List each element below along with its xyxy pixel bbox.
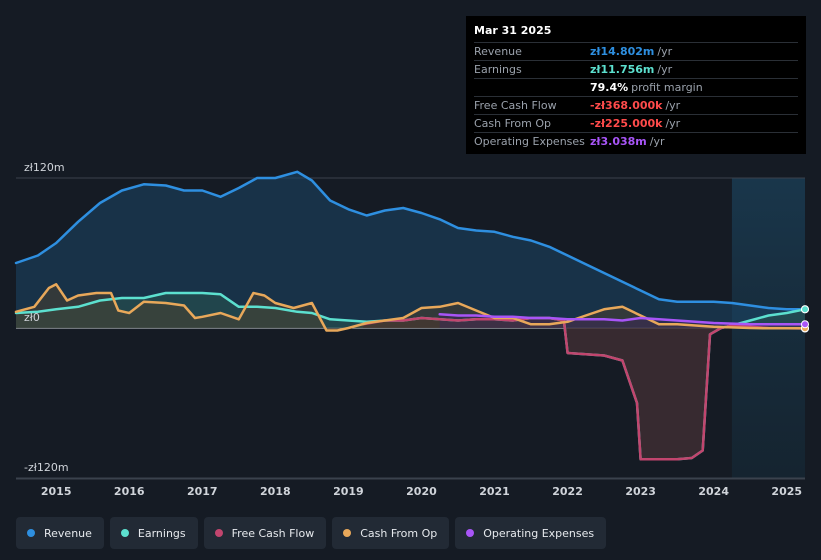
tooltip-date: Mar 31 2025 [474, 24, 798, 43]
x-tick-label: 2018 [260, 485, 291, 498]
y-tick-label: zł120m [24, 161, 65, 174]
tooltip-row-unit: /yr [665, 99, 681, 112]
tooltip-row: Cash From Op -zł225.000k/yr [474, 115, 798, 133]
x-tick-label: 2016 [114, 485, 145, 498]
tooltip-row-unit: /yr [657, 63, 673, 76]
x-tick-label: 2019 [333, 485, 364, 498]
legend-dot-icon [214, 529, 223, 537]
legend-label: Operating Expenses [483, 526, 595, 540]
tooltip-row-value: zł3.038m [590, 135, 647, 148]
series-line-cash-from-op [14, 283, 807, 332]
tooltip-panel: Mar 31 2025 Revenue zł14.802m/yr Earnings z… [466, 16, 806, 154]
x-tick-label: 2022 [552, 485, 583, 498]
tooltip-row-value: zł11.756m [590, 63, 655, 76]
x-tick-label: 2015 [41, 485, 72, 498]
legend-label: Cash From Op [360, 526, 438, 540]
chart-canvas: zł120m zł0 -zł120m 2015 2016 2017 2018 2019 202… [14, 161, 809, 498]
legend-item-revenue[interactable]: Revenue [16, 517, 104, 549]
tooltip-row-unit: /yr [657, 45, 673, 58]
x-tick-label: 2017 [187, 485, 218, 498]
tooltip-row-label: Operating Expenses [474, 135, 585, 148]
tooltip-row-label: Revenue [474, 45, 522, 58]
tooltip-row: Earnings zł11.756m/yr [474, 61, 798, 79]
tooltip-row-label [474, 79, 590, 96]
series-line-operating-expenses [438, 313, 807, 326]
tooltip-row: Free Cash Flow -zł368.000k/yr [474, 97, 798, 115]
x-tick-label: 2024 [698, 485, 729, 498]
y-tick-label: -zł120m [24, 461, 69, 474]
tooltip-row-label: Free Cash Flow [474, 99, 557, 112]
legend-label: Revenue [44, 526, 92, 540]
tooltip-row-value: -zł225.000k [590, 117, 663, 130]
series-endpoint-earnings [801, 305, 809, 314]
legend-dot-icon [466, 529, 475, 537]
legend-item-cash-from-op[interactable]: Cash From Op [332, 517, 450, 549]
tooltip-row-label: Cash From Op [474, 117, 552, 130]
legend-item-operating-expenses[interactable]: Operating Expenses [455, 517, 607, 549]
x-tick-label: 2023 [625, 485, 656, 498]
tooltip-row: 79.4% profit margin [474, 79, 798, 97]
tooltip-row-label: Earnings [474, 63, 522, 76]
y-tick-label: zł0 [24, 311, 40, 324]
tooltip-row-unit: /yr [649, 135, 665, 148]
legend-dot-icon [120, 529, 129, 537]
tooltip-row-value: -zł368.000k [590, 99, 663, 112]
x-tick-label: 2025 [771, 485, 802, 498]
legend-dot-icon [27, 529, 35, 537]
tooltip-row-value: 79.4% [590, 81, 629, 94]
legend: Revenue Earnings Free Cash Flow Cash From O… [16, 517, 607, 549]
legend-label: Free Cash Flow [231, 526, 315, 540]
series-area-free-cash-flow [363, 318, 805, 460]
legend-label: Earnings [137, 526, 186, 540]
x-tick-label: 2020 [406, 485, 437, 498]
tooltip-row: Revenue zł14.802m/yr [474, 43, 798, 61]
tooltip-row-unit: /yr [665, 117, 681, 130]
legend-dot-icon [343, 529, 352, 537]
legend-item-free-cash-flow[interactable]: Free Cash Flow [203, 517, 327, 549]
x-tick-label: 2021 [479, 485, 510, 498]
tooltip-row-value: zł14.802m [590, 45, 655, 58]
series-area-revenue [16, 171, 805, 328]
tooltip-row-unit: profit margin [631, 81, 703, 94]
tooltip-row: Operating Expenses zł3.038m/yr [474, 133, 798, 150]
series-endpoint-operating-expenses [801, 320, 809, 329]
series-line-revenue [14, 170, 807, 311]
legend-item-earnings[interactable]: Earnings [109, 517, 198, 549]
